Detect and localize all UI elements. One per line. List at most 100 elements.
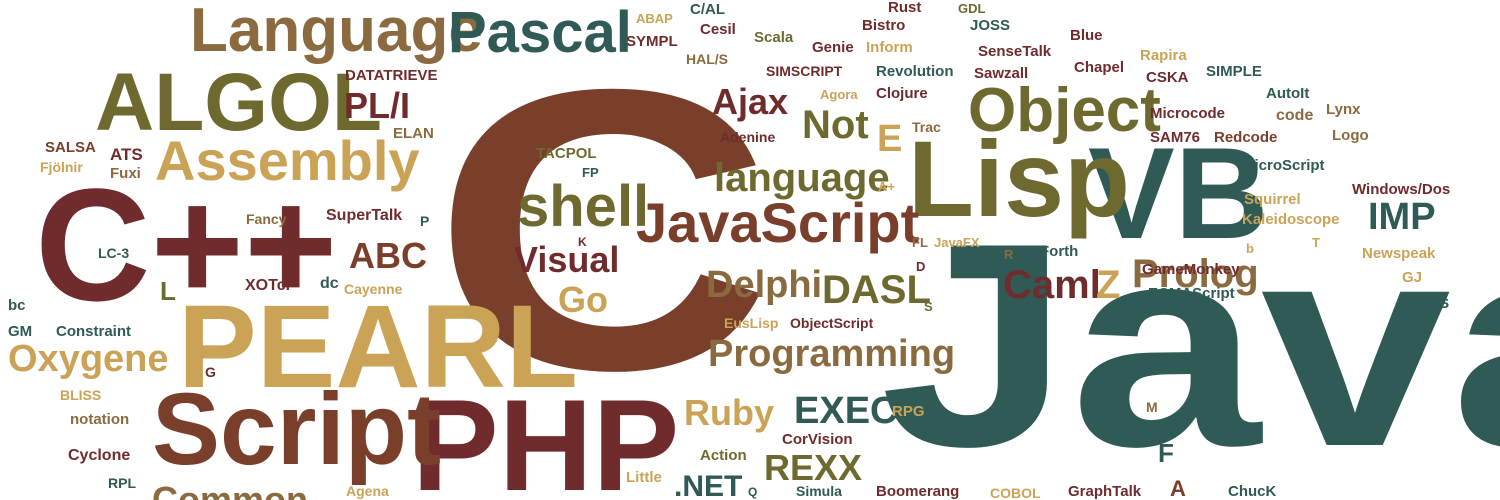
word-8: ALGOL (95, 57, 382, 148)
word-118: Squirrel (1244, 191, 1301, 208)
word-31: Ruby (684, 392, 774, 433)
word-43: SuperTalk (326, 207, 403, 224)
word-56: Cyclone (68, 447, 131, 464)
word-124: ECMAScript (1148, 285, 1235, 302)
word-39: ATS (110, 145, 143, 164)
word-68: ObjectScript (790, 315, 874, 331)
word-83: Genie (812, 39, 854, 56)
word-79: SYMPL (626, 33, 678, 50)
word-6: VB (1088, 120, 1269, 266)
word-74: ChucK (1228, 483, 1277, 500)
word-14: Programming (708, 333, 956, 375)
word-106: Chapel (1074, 59, 1125, 76)
word-61: K (578, 235, 587, 249)
word-62: Little (626, 469, 662, 486)
word-7: Lisp (908, 118, 1131, 239)
word-76: F (1158, 438, 1174, 468)
word-28: Prolog (1132, 252, 1259, 296)
word-65: Simula (796, 483, 842, 499)
word-23: language (714, 156, 890, 200)
word-97: Trac (912, 119, 941, 135)
word-45: LC-3 (98, 245, 130, 261)
word-1: C (432, 6, 773, 453)
word-119: Kaleidoscope (1242, 211, 1340, 228)
word-64: CorVision (782, 431, 853, 448)
word-93: Sawzall (974, 65, 1029, 82)
word-87: GDL (958, 1, 986, 16)
word-91: SIMSCRIPT (766, 63, 843, 79)
word-10: Pascal (448, 0, 632, 65)
word-71: COBOL (990, 485, 1041, 500)
word-54: BLISS (60, 387, 102, 403)
word-90: SenseTalk (978, 43, 1052, 60)
word-19: Go (558, 279, 608, 320)
word-72: GraphTalk (1068, 483, 1142, 500)
word-32: REXX (764, 447, 863, 488)
word-120: T (1312, 235, 1320, 250)
word-34: Common (152, 479, 308, 500)
word-82: Scala (754, 29, 794, 46)
word-80: Cesil (700, 21, 736, 38)
word-15: PL/I (344, 85, 411, 126)
word-96: Adenine (720, 129, 776, 145)
word-41: Fuxi (110, 165, 141, 182)
word-29: IMP (1368, 196, 1436, 238)
word-103: S (924, 299, 933, 314)
word-49: Cayenne (344, 281, 403, 297)
word-17: shell (517, 174, 650, 239)
word-30: EXEC (794, 390, 898, 432)
word-113: SAM76 (1150, 129, 1201, 146)
word-125: GJ (1402, 269, 1423, 286)
word-22: E (877, 118, 903, 160)
word-108: CSKA (1146, 69, 1189, 86)
word-2: C++ (35, 155, 338, 334)
word-25: DASL (822, 268, 931, 312)
word-110: Microcode (1150, 105, 1226, 122)
word-60: FP (582, 165, 599, 180)
word-21: Not (802, 103, 869, 147)
word-16: ABC (349, 235, 427, 276)
word-94: Agora (820, 87, 858, 102)
word-88: JOSS (970, 17, 1011, 34)
word-11: Assembly (155, 129, 420, 192)
word-63: Action (700, 447, 747, 464)
word-26: Caml (1003, 263, 1101, 307)
word-111: code (1276, 107, 1314, 124)
word-121: b (1246, 241, 1254, 256)
word-78: C/AL (690, 1, 725, 18)
word-112: Lynx (1326, 101, 1361, 118)
word-100: JavaFX (934, 235, 980, 250)
word-53: G (205, 364, 216, 380)
word-89: Blue (1070, 27, 1103, 44)
word-50: bc (8, 297, 26, 314)
word-27: Z (1096, 263, 1121, 307)
word-66: Q (748, 485, 758, 499)
word-24: Delphi (706, 264, 823, 306)
word-18: Visual (514, 239, 620, 280)
word-70: Boomerang (876, 483, 960, 500)
word-58: Agena (346, 483, 389, 499)
word-75: M (1146, 399, 1158, 415)
word-104: Forth (1040, 243, 1079, 260)
word-109: AutoIt (1266, 85, 1310, 102)
word-46: L (160, 276, 176, 306)
word-3: PEARL (178, 281, 578, 413)
word-20: Ajax (712, 81, 789, 122)
word-126: JASS (1410, 295, 1450, 312)
word-84: Inform (866, 39, 913, 56)
word-92: Revolution (876, 63, 954, 80)
word-115: Logo (1332, 127, 1369, 144)
word-116: MicroScript (1242, 157, 1325, 174)
word-122: Newspeak (1362, 245, 1436, 262)
word-52: Constraint (56, 323, 131, 340)
word-105: Rapira (1140, 47, 1187, 64)
word-107: SIMPLE (1206, 63, 1262, 80)
word-35: .NET (674, 470, 743, 500)
word-102: D (916, 259, 926, 274)
word-57: RPL (108, 475, 136, 491)
word-42: Fancy (246, 211, 287, 227)
word-5: Script (152, 372, 442, 486)
word-86: Rust (888, 0, 922, 16)
word-55: notation (70, 411, 130, 428)
